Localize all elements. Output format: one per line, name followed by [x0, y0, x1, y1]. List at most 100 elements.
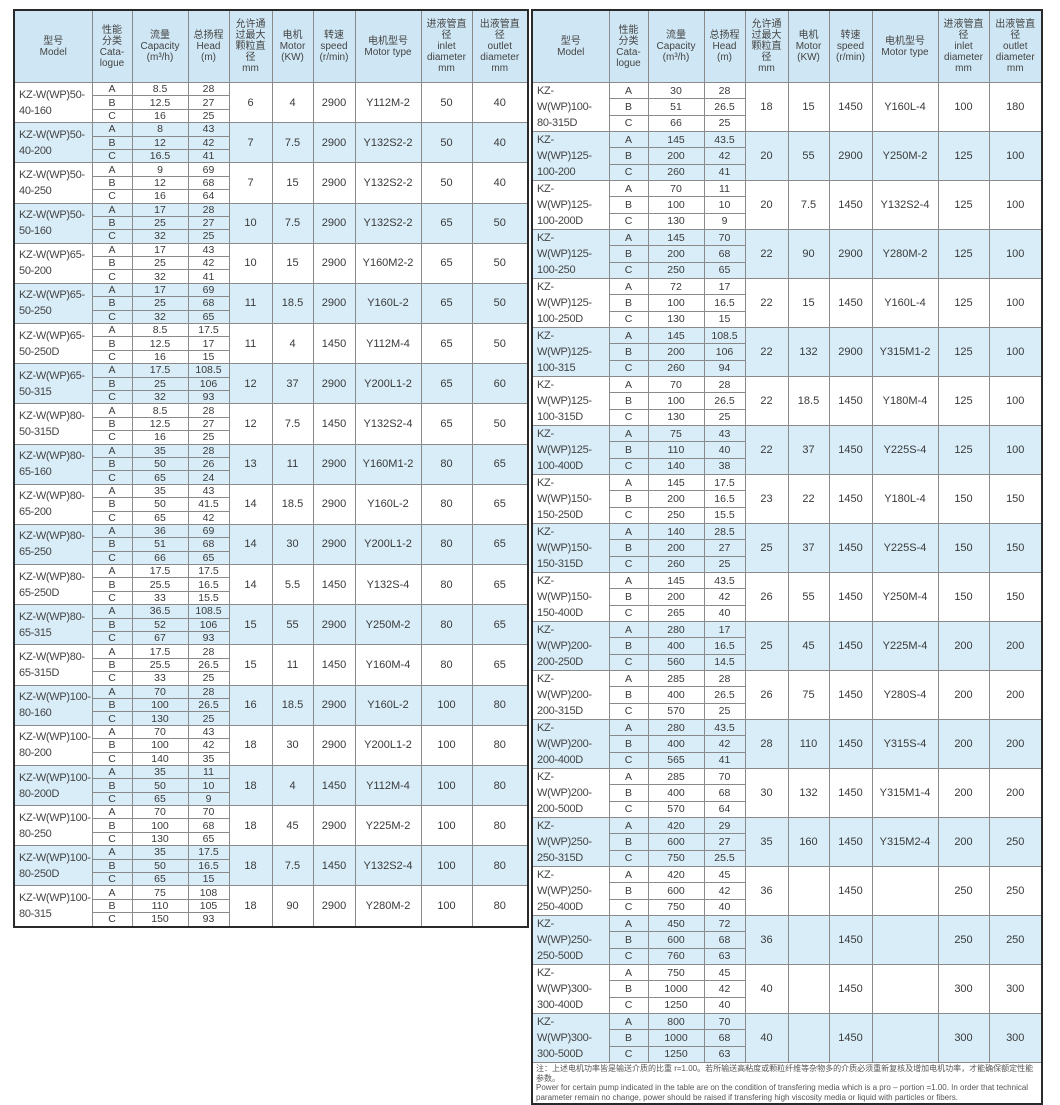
header-motor-power: 电机 Motor (KW) [787, 9, 830, 83]
motor-type-cell: Y200L1-2 [354, 724, 422, 766]
outlet-diameter-cell: 100 [988, 425, 1043, 475]
head-cell: 43.5 [703, 130, 746, 149]
catalogue-cell: B [608, 882, 649, 900]
head-cell: 14.5 [703, 653, 746, 672]
outlet-diameter-cell: 40 [471, 81, 529, 124]
motor-power-cell: 4 [271, 81, 314, 124]
capacity-cell: 52 [131, 617, 189, 633]
header-catalogue: 性能 分类 Cata- logue [91, 9, 133, 83]
table-row: C 570 64 [532, 800, 1042, 819]
catalogue-cell: B [91, 456, 133, 472]
capacity-cell: 1250 [647, 1045, 705, 1064]
head-cell: 27 [187, 215, 230, 231]
capacity-cell: 51 [131, 537, 189, 552]
capacity-cell: 16 [131, 189, 189, 204]
model-cell: KZ-W(WP)200- 200-315D [531, 670, 610, 720]
motor-power-cell: 7.5 [271, 845, 314, 887]
head-cell: 17 [187, 336, 230, 351]
table-row: B 110 105 [14, 898, 528, 914]
motor-type-cell: Y132S-4 [354, 564, 422, 606]
capacity-cell: 1250 [647, 996, 705, 1015]
capacity-cell: 25 [131, 296, 189, 311]
table-row: C 16 15 [14, 349, 528, 365]
motor-type-cell: Y280M-2 [871, 229, 939, 279]
head-cell: 28 [187, 202, 230, 217]
table-row: KZ-W(WP)125- 100-315 A 145 108.5 22 132 2900 Y3… [531, 326, 1043, 377]
catalogue-cell: B [91, 617, 133, 633]
table-row: C 250 15.5 [532, 506, 1042, 525]
catalogue-cell: C [608, 506, 649, 525]
max-particle-cell: 15 [228, 604, 273, 646]
catalogue-cell: A [91, 523, 133, 539]
motor-power-cell: 37 [787, 425, 830, 475]
model-cell: KZ-W(WP)125- 100-250D [531, 278, 610, 328]
capacity-cell: 100 [131, 697, 189, 713]
table-row: KZ-W(WP)80- 65-250 A 36 69 14 30 2900 Y200L1-2 8… [13, 523, 529, 566]
inlet-diameter-cell: 125 [937, 425, 990, 475]
outlet-diameter-cell: 40 [471, 122, 529, 164]
header-model: 型号 Model [531, 9, 610, 83]
capacity-cell: 17 [131, 202, 189, 217]
speed-cell: 2900 [312, 443, 356, 485]
model-cell: KZ-W(WP)200- 200-250D [531, 621, 610, 671]
motor-power-cell: 55 [787, 131, 830, 181]
head-cell: 40 [703, 604, 746, 623]
model-cell: KZ-W(WP)125- 100-400D [531, 425, 610, 475]
inlet-diameter-cell: 125 [937, 327, 990, 377]
capacity-cell: 17 [131, 242, 189, 258]
max-particle-cell: 22 [744, 327, 789, 377]
table-row: KZ-W(WP)150- 150-250D A 145 17.5 23 22 1450 Y18… [531, 473, 1043, 524]
table-row: B 200 42 [532, 147, 1042, 165]
outlet-diameter-cell: 80 [471, 885, 529, 928]
motor-type-cell: Y315M1-4 [871, 768, 939, 818]
outlet-diameter-cell: 80 [471, 764, 529, 807]
table-row: C 140 38 [532, 457, 1042, 476]
outlet-diameter-cell: 100 [988, 229, 1043, 279]
max-particle-cell: 10 [228, 202, 273, 244]
capacity-cell: 285 [647, 669, 705, 688]
catalogue-cell: C [608, 114, 649, 133]
catalogue-cell: B [608, 441, 649, 459]
catalogue-cell: C [608, 996, 649, 1015]
table-row: B 200 42 [532, 588, 1042, 606]
outlet-diameter-cell: 80 [471, 845, 529, 887]
outlet-diameter-cell: 150 [988, 572, 1043, 622]
inlet-diameter-cell: 200 [937, 768, 990, 818]
motor-power-cell: 22 [787, 474, 830, 524]
motor-power-cell: 7.5 [271, 122, 314, 164]
capacity-cell: 260 [647, 359, 705, 378]
pump-spec-table-left: 型号 Model 性能 分类 Cata- logue 流量 Capacity (m³… [13, 9, 529, 928]
capacity-cell: 130 [647, 408, 705, 427]
head-cell: 65 [187, 831, 230, 847]
model-cell: KZ-W(WP)80- 65-160 [13, 443, 93, 485]
catalogue-cell: A [91, 122, 133, 137]
model-cell: KZ-W(WP)125- 100-250 [531, 229, 610, 279]
head-cell: 106 [187, 617, 230, 633]
table-row: C 65 24 [14, 470, 528, 485]
catalogue-cell: C [608, 457, 649, 476]
head-cell: 64 [703, 800, 746, 819]
catalogue-cell: B [91, 697, 133, 713]
head-cell: 25 [703, 114, 746, 133]
head-cell: 26.5 [187, 697, 230, 713]
motor-type-cell: Y280M-2 [354, 885, 422, 928]
table-row: C 65 9 [14, 791, 528, 807]
speed-cell: 1450 [312, 403, 356, 445]
head-cell: 17.5 [703, 473, 746, 492]
motor-type-cell: Y180L-4 [871, 474, 939, 524]
head-cell: 93 [187, 389, 230, 405]
capacity-cell: 100 [131, 818, 189, 833]
max-particle-cell: 22 [744, 425, 789, 475]
max-particle-cell: 14 [228, 483, 273, 525]
catalogue-cell: A [608, 1012, 649, 1031]
head-cell: 65 [187, 550, 230, 566]
max-particle-cell: 36 [744, 915, 789, 965]
head-cell: 9 [703, 212, 746, 231]
capacity-cell: 50 [131, 456, 189, 472]
head-cell: 41.5 [187, 497, 230, 512]
head-cell: 28 [187, 403, 230, 418]
header-speed: 转速 speed (r/min) [312, 9, 356, 83]
header-capacity: 流量 Capacity (m³/h) [647, 9, 705, 83]
inlet-diameter-cell: 80 [420, 443, 473, 485]
footnote-row: 注：上述电机功率皆是输送介质的比重 r=1.00。若所输送高粘度或颗粒纤维等杂物… [531, 1062, 1043, 1105]
